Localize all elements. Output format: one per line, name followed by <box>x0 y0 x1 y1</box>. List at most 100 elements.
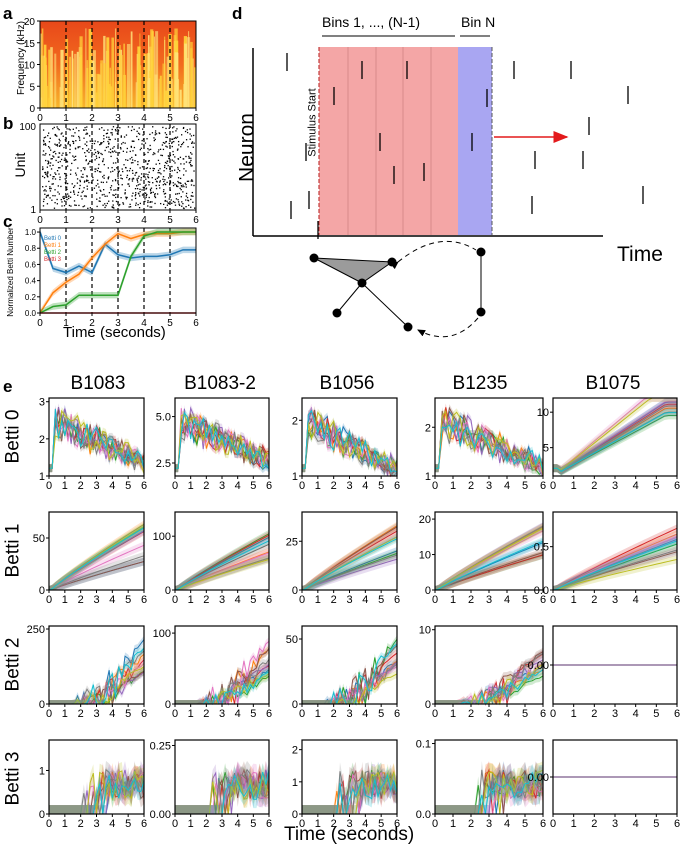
spike-dot <box>139 183 141 185</box>
subplot-xtick-label: 3 <box>612 480 618 492</box>
series-line <box>435 409 544 477</box>
spike-dot <box>133 128 135 131</box>
spike-dot <box>120 177 122 179</box>
spike-dot <box>159 187 161 189</box>
spike-dot <box>104 203 106 205</box>
spike-dot <box>59 178 61 181</box>
panel-b-xtick-label: 4 <box>141 215 147 226</box>
spectrogram-streak <box>123 43 125 108</box>
spike-dot <box>46 166 49 168</box>
panel-c-xtick-label: 4 <box>141 318 147 329</box>
spike-dot <box>82 190 84 192</box>
spike-dot <box>150 187 153 189</box>
spike-dot <box>55 153 57 155</box>
subplot-2-4: 0.00 0 1 2 3 4 5 6 <box>528 625 680 720</box>
panel-letter-e: e <box>3 377 13 396</box>
subplot-xtick-label: 0 <box>550 594 556 606</box>
spike-dot <box>93 153 95 156</box>
spike-dot <box>162 184 164 186</box>
series-line <box>174 552 270 591</box>
series-line <box>435 415 544 471</box>
spike-dot <box>143 144 145 146</box>
spike-dot <box>188 204 190 206</box>
series-band <box>49 662 144 704</box>
spike-dot <box>97 150 99 153</box>
spike-dot <box>168 177 170 179</box>
spike-dot <box>132 178 135 180</box>
spectrogram-streak <box>150 29 154 109</box>
spike-dot <box>109 148 112 150</box>
spike-dot <box>66 196 68 198</box>
spike-dot <box>46 203 49 205</box>
spike-dot <box>126 147 128 150</box>
series-line <box>302 411 398 474</box>
spectrogram-streak <box>40 97 43 108</box>
spike-dot <box>61 154 63 156</box>
spike-dot <box>168 184 171 186</box>
spike-dot <box>154 130 157 132</box>
spike-dot <box>44 154 46 156</box>
series-line <box>301 538 398 591</box>
ytick-label: 1 <box>292 471 298 483</box>
spike-dot <box>116 127 118 129</box>
spike-dot <box>89 166 91 168</box>
spike-dot <box>140 173 143 175</box>
spike-dot <box>115 189 117 191</box>
spike-dot <box>144 200 146 203</box>
spectrogram-streak <box>103 63 106 108</box>
spike-dot <box>171 202 173 204</box>
series-band <box>49 766 144 814</box>
ytick-label: 0 <box>292 809 298 821</box>
spike-dot <box>148 196 150 199</box>
spike-dot <box>105 204 107 207</box>
spike-dot <box>86 141 88 143</box>
spike-dot <box>45 185 47 188</box>
spike-dot <box>86 188 89 190</box>
spike-dot <box>162 178 164 180</box>
spike-dot <box>96 205 98 208</box>
spike-dot <box>134 195 136 197</box>
subplot-xtick-label: 4 <box>362 594 368 606</box>
subplot-xtick-label: 5 <box>125 818 131 830</box>
spike-dot <box>86 179 88 181</box>
spike-dot <box>175 130 177 132</box>
subplot-0-3: 120 1 2 3 4 5 6 <box>425 397 546 492</box>
spike-dot <box>43 141 45 143</box>
spike-dot <box>122 203 125 205</box>
spike-dot <box>137 192 140 194</box>
spike-dot <box>61 201 63 203</box>
spike-dot <box>135 193 137 196</box>
spike-dot <box>63 200 66 202</box>
spike-dot <box>155 187 158 190</box>
subplot-0-4: 5 10 0 1 2 3 4 5 6 <box>537 397 680 492</box>
spike-dot <box>68 197 70 200</box>
subplot-xtick-label: 5 <box>378 708 384 720</box>
spike-dot <box>181 134 183 136</box>
spike-dot <box>45 159 47 162</box>
spike-dot <box>128 206 130 208</box>
series-line <box>434 552 544 591</box>
series-line <box>174 540 270 591</box>
graph-edge <box>361 282 409 328</box>
spike-dot <box>82 173 84 176</box>
spike-dot <box>59 144 61 147</box>
spike-dot <box>72 190 75 192</box>
spectrogram-streak <box>159 75 162 108</box>
panel-d-binN-label: Bin N <box>461 14 496 30</box>
subplot-xtick-label: 6 <box>674 708 680 720</box>
spike-dot <box>153 194 156 196</box>
panel-c-ylabel: Normalized Betti Number <box>6 227 15 317</box>
spike-dot <box>153 168 155 170</box>
series-band <box>49 760 144 814</box>
spike-dot <box>107 129 109 131</box>
spike-dot <box>112 170 114 172</box>
spectrogram-streak <box>158 78 160 108</box>
spike-dot <box>134 154 137 156</box>
spike-dot <box>66 198 68 201</box>
spike-dot <box>145 184 147 186</box>
spike-dot <box>188 162 191 164</box>
ytick-label: 0 <box>292 585 298 597</box>
spike-dot <box>117 170 119 172</box>
spectrogram-streak <box>60 49 64 108</box>
subplot-xtick-label: 2 <box>331 594 337 606</box>
